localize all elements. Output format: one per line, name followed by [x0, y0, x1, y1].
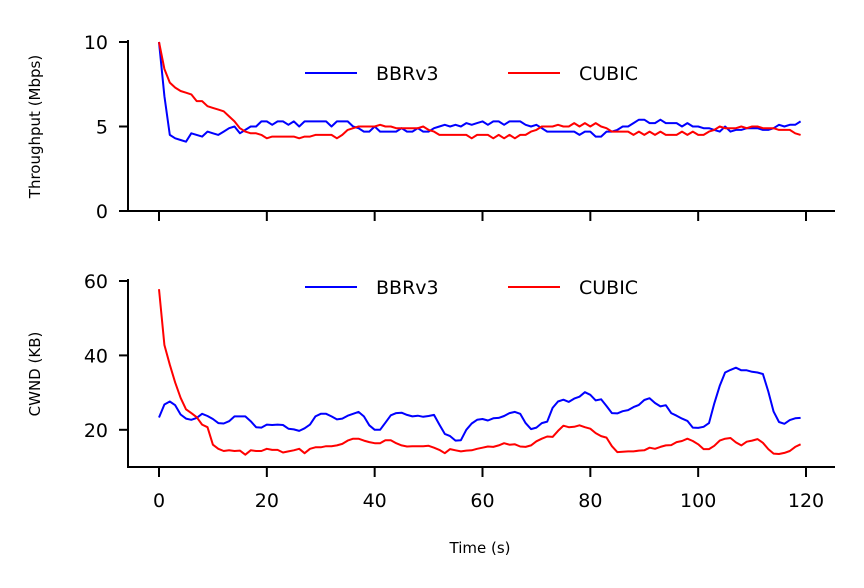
- x-tick-label: 60: [470, 490, 494, 512]
- legend-label-cubic: CUBIC: [579, 63, 638, 85]
- legend-label-bbrv3: BBRv3: [376, 277, 439, 299]
- x-tick-label: 100: [680, 490, 716, 512]
- y-axis-title: CWND (KB): [26, 332, 44, 417]
- y-tick-label: 20: [84, 420, 108, 442]
- series-line-cubic: [158, 41, 801, 140]
- series-line-bbrv3: [158, 41, 802, 143]
- y-axis-title: Throughput (Mbps): [26, 55, 44, 199]
- series-line-cubic: [158, 289, 802, 456]
- y-tick-label: 40: [84, 345, 108, 367]
- cwnd-panel: 20 40 60 0 20 40 60 80 100 120 CWND (KB) Time (s) BB…: [26, 271, 835, 557]
- series-line-bbrv3: [158, 366, 801, 442]
- y-tick-label: 0: [96, 201, 108, 223]
- y-tick-label: 5: [96, 117, 108, 139]
- x-axis-title: Time (s): [449, 539, 511, 557]
- x-tick-label: 0: [153, 490, 165, 512]
- x-tick-label: 120: [788, 490, 824, 512]
- y-tick-label: 10: [84, 32, 108, 54]
- y-tick-label: 60: [84, 271, 108, 293]
- legend-label-bbrv3: BBRv3: [376, 63, 439, 85]
- throughput-panel: 0 5 10 Throughput (Mbps) BBRv3 CUBIC: [26, 32, 835, 223]
- x-tick-label: 20: [255, 490, 279, 512]
- legend-label-cubic: CUBIC: [579, 277, 638, 299]
- x-tick-label: 40: [363, 490, 387, 512]
- x-tick-label: 80: [578, 490, 602, 512]
